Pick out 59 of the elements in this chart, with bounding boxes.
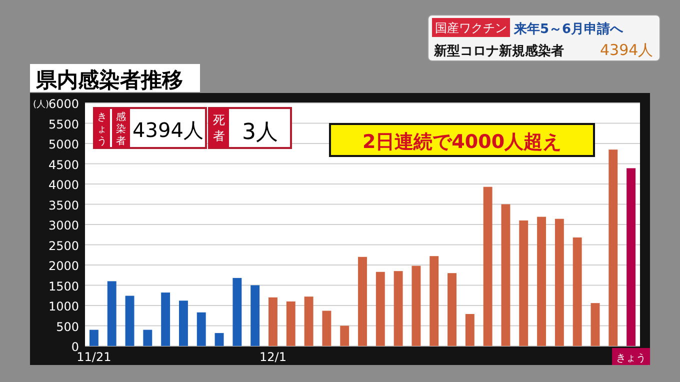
bar	[196, 312, 206, 346]
bar	[178, 300, 188, 346]
bar	[161, 292, 170, 346]
bar	[608, 150, 618, 346]
x-tick-label: きょう	[616, 353, 646, 364]
x-tick-label: 12/1	[260, 350, 286, 364]
annotation: 死者	[213, 113, 225, 143]
annotation: 4394人	[132, 118, 204, 142]
y-tick-label: 1000	[48, 300, 79, 314]
y-tick-label: 1500	[48, 279, 79, 294]
bar	[394, 271, 403, 346]
annotation: 3人	[242, 120, 278, 145]
y-tick-label: 2000	[48, 259, 79, 273]
bar	[125, 296, 134, 346]
bar	[412, 266, 421, 346]
x-tick-label: 11/21	[76, 350, 112, 364]
y-tick-label: 6000	[48, 97, 79, 111]
text: 新型コロナ新規感染者	[433, 43, 564, 59]
bar	[590, 303, 600, 346]
text: 来年5～6月申請へ	[513, 21, 624, 37]
y-tick-label: 4500	[48, 158, 79, 172]
y-tick-label: 4000	[48, 178, 79, 192]
bar	[322, 310, 332, 346]
bar	[143, 330, 152, 346]
text: 国産ワクチン	[435, 21, 507, 35]
bar	[107, 281, 116, 346]
bar	[465, 314, 474, 346]
y-tick-label: 5000	[48, 138, 79, 152]
text: 4394人	[600, 41, 654, 59]
bar	[232, 278, 242, 346]
annotation: 感染者	[116, 111, 126, 147]
annotation: きょう	[97, 112, 107, 147]
bar	[501, 204, 510, 346]
bar	[430, 256, 439, 346]
bar	[376, 272, 385, 346]
bar	[340, 326, 350, 346]
bar	[626, 168, 636, 346]
bar	[572, 237, 582, 346]
bar	[519, 220, 528, 346]
bar	[214, 333, 224, 346]
y-tick-label: 3000	[48, 218, 79, 232]
y-tick-label: 3500	[48, 198, 79, 212]
bar	[286, 301, 296, 346]
chart-title: 県内感染者推移	[35, 68, 183, 92]
bar	[268, 297, 278, 346]
bar	[554, 218, 564, 346]
y-axis-title: (人)	[33, 99, 50, 110]
bar	[483, 186, 492, 346]
y-tick-label: 500	[56, 320, 79, 334]
bar	[304, 296, 314, 346]
bar	[358, 256, 367, 346]
bar	[537, 216, 546, 346]
bar	[448, 273, 456, 346]
y-tick-label: 2500	[48, 238, 79, 253]
annotation: 2日連続で4000人超え	[362, 131, 562, 153]
y-tick-label: 0	[71, 340, 79, 354]
y-tick-label: 5500	[48, 117, 79, 132]
bar	[250, 285, 260, 346]
bar	[89, 330, 98, 346]
